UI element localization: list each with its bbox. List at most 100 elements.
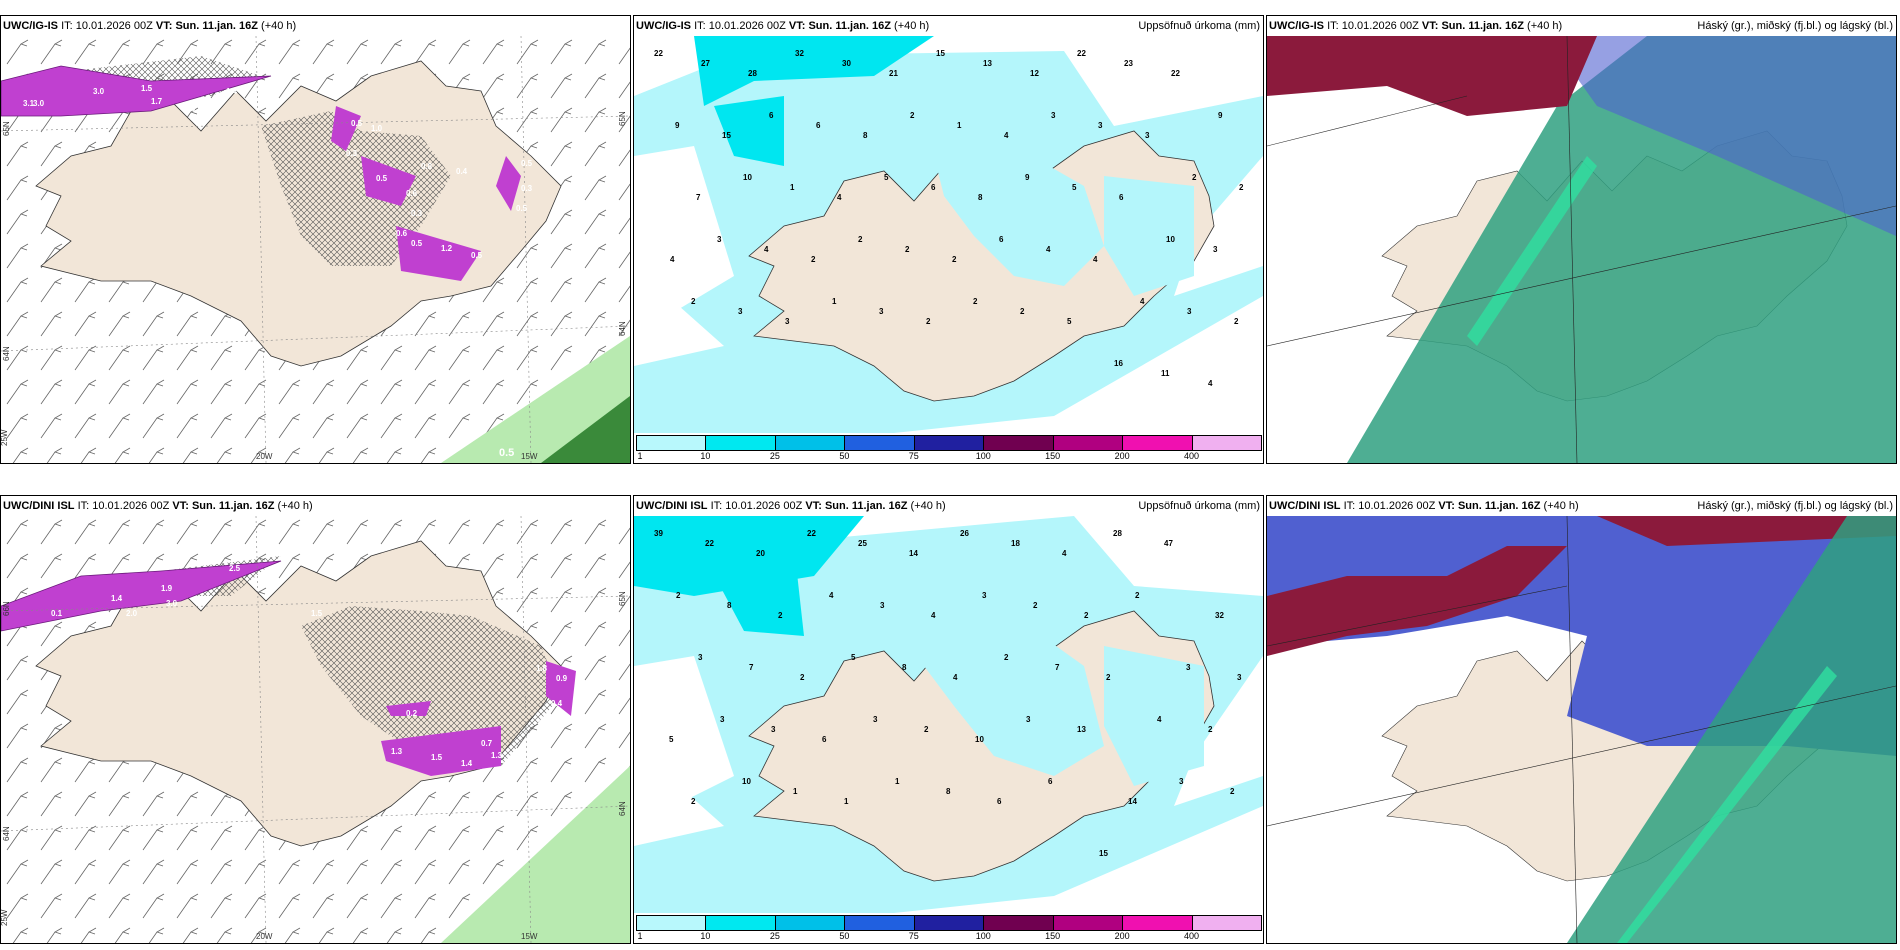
init-time: 10.01.2026 00Z	[725, 500, 803, 512]
precip-label: 15	[936, 49, 945, 58]
wind-map: 66N 64N 65N 64N 25W 20W 15W 0.1 1.4 2.0 1.9…	[1, 516, 630, 943]
sea-white-1	[634, 656, 734, 826]
precip-label: 2	[1234, 317, 1239, 326]
precip-label: 21	[889, 69, 898, 78]
precip-label: 2	[973, 297, 978, 306]
wind-label: 0.3	[346, 149, 358, 158]
model-name: UWC/IG-IS	[3, 20, 58, 32]
precip-label: 4	[1046, 245, 1051, 254]
precip-label: 20	[756, 549, 765, 558]
precip-label: 5	[669, 735, 674, 744]
wind-label: 3.0	[33, 99, 45, 108]
precip-label: 5	[884, 173, 889, 182]
colorbar-swatch	[1122, 435, 1193, 451]
precip-label: 1	[957, 121, 962, 130]
panel-wind-bottom: UWC/DINI ISL IT: 10.01.2026 00Z VT: Sun.…	[0, 495, 631, 944]
wind-label: 0.5	[411, 239, 423, 248]
wind-label: 2.0	[126, 609, 138, 618]
precip-map-svg: 3922202225142618428473228243432223337258…	[634, 516, 1263, 913]
precip-label: 18	[1011, 539, 1020, 548]
panel-wind-top: UWC/IG-IS IT: 10.01.2026 00Z VT: Sun. 11…	[0, 15, 631, 464]
valid-time: VT: Sun. 11.jan. 16Z	[1438, 500, 1541, 512]
colorbar-tick: 150	[1045, 451, 1061, 461]
precip-purple-2	[386, 701, 431, 716]
panel-title: Uppsöfnuð úrkoma (mm)	[1138, 20, 1260, 32]
colorbar-swatch	[844, 915, 915, 931]
precip-label: 2	[952, 255, 957, 264]
precip-cyan-east	[1104, 176, 1194, 296]
precip-label: 4	[829, 591, 834, 600]
precip-label: 5	[1067, 317, 1072, 326]
mid-cloud-blue	[1547, 36, 1896, 236]
precip-label: 10	[1166, 235, 1175, 244]
precip-label: 9	[1218, 111, 1223, 120]
precip-label: 6	[1048, 777, 1053, 786]
colorbar-tick: 100	[975, 451, 991, 461]
precip-label: 9	[1025, 173, 1030, 182]
wind-label: 1.4	[111, 594, 123, 603]
colorbar: 1 10 25 50 75 100 150 200 400	[634, 433, 1263, 463]
green-stripes	[441, 766, 630, 943]
valid-time: VT: Sun. 11.jan. 16Z	[788, 20, 891, 32]
precip-label: 8	[902, 663, 907, 672]
colorbar-swatch	[844, 435, 915, 451]
wind-label: 0.7	[481, 739, 493, 748]
precip-label: 1	[793, 787, 798, 796]
panel-title: Uppsöfnuð úrkoma (mm)	[1138, 500, 1260, 512]
lon-label: 15W	[521, 452, 538, 461]
wind-label: 1.5	[431, 753, 443, 762]
wind-map: 65N 64N 65N 64N 25W 20W 15W 0.5 3.1 3.0 3.…	[1, 36, 630, 463]
precip-label: 12	[1030, 69, 1039, 78]
wind-label: 1.9	[161, 584, 173, 593]
wind-label: 3.0	[166, 599, 178, 608]
init-time: 10.01.2026 00Z	[75, 20, 153, 32]
valid-time: VT: Sun. 11.jan. 16Z	[155, 20, 258, 32]
colorbar-tick: 10	[700, 931, 711, 941]
low-cloud-teal	[1567, 516, 1896, 943]
precip-label: 26	[960, 529, 969, 538]
precip-label: 22	[1171, 69, 1180, 78]
precip-label: 3	[717, 235, 722, 244]
it-label: IT:	[710, 500, 723, 512]
green-band	[1617, 666, 1837, 943]
colorbar-swatch	[983, 915, 1054, 931]
precip-label: 22	[705, 539, 714, 548]
green-shade	[441, 336, 630, 463]
wind-label: 1.8	[536, 664, 548, 673]
hatched-area	[261, 111, 451, 266]
wind-label: 0.6	[406, 189, 418, 198]
colorbar: 1 10 25 50 75 100 150 200 400	[634, 913, 1263, 943]
colorbar-tick: 25	[769, 931, 780, 941]
precip-label: 3	[771, 725, 776, 734]
colorbar-swatch	[636, 915, 707, 931]
panel-precip-top: UWC/IG-IS IT: 10.01.2026 00Z VT: Sun. 11…	[633, 15, 1264, 464]
panel-header: UWC/DINI ISL IT: 10.01.2026 00Z VT: Sun.…	[1, 496, 630, 516]
init-time: 10.01.2026 00Z	[1341, 20, 1419, 32]
precip-label: 5	[1072, 183, 1077, 192]
lat-label-right: 65N	[618, 111, 627, 126]
precip-label: 4	[1140, 297, 1145, 306]
it-label: IT:	[1343, 500, 1356, 512]
precip-label: 3	[720, 715, 725, 724]
colorbar-tick: 25	[769, 451, 780, 461]
precip-label: 6	[769, 111, 774, 120]
model-name: UWC/DINI ISL	[3, 500, 75, 512]
lead-time: (+40 h)	[894, 20, 930, 32]
precip-label: 2	[691, 297, 696, 306]
wind-label: 0.5	[351, 119, 363, 128]
panel-precip-bottom: UWC/DINI ISL IT: 10.01.2026 00Z VT: Sun.…	[633, 495, 1264, 944]
wind-label: 1.2	[441, 244, 453, 253]
it-label: IT:	[77, 500, 90, 512]
lon-label: 25W	[1, 909, 9, 926]
precip-label: 6	[999, 235, 1004, 244]
colorbar-swatch	[1052, 435, 1124, 451]
precip-label: 14	[1128, 797, 1137, 806]
wind-label-group: 0.11.42.01.93.02.51.50.20.71.31.51.41.31…	[51, 564, 568, 768]
lead-time: (+40 h)	[261, 20, 297, 32]
precip-label: 2	[1033, 601, 1038, 610]
precip-label: 2	[1135, 591, 1140, 600]
precip-label: 3	[1186, 663, 1191, 672]
colorbar-swatch	[636, 435, 707, 451]
wind-label: 1.7	[151, 97, 163, 106]
precip-label: 3	[1179, 777, 1184, 786]
